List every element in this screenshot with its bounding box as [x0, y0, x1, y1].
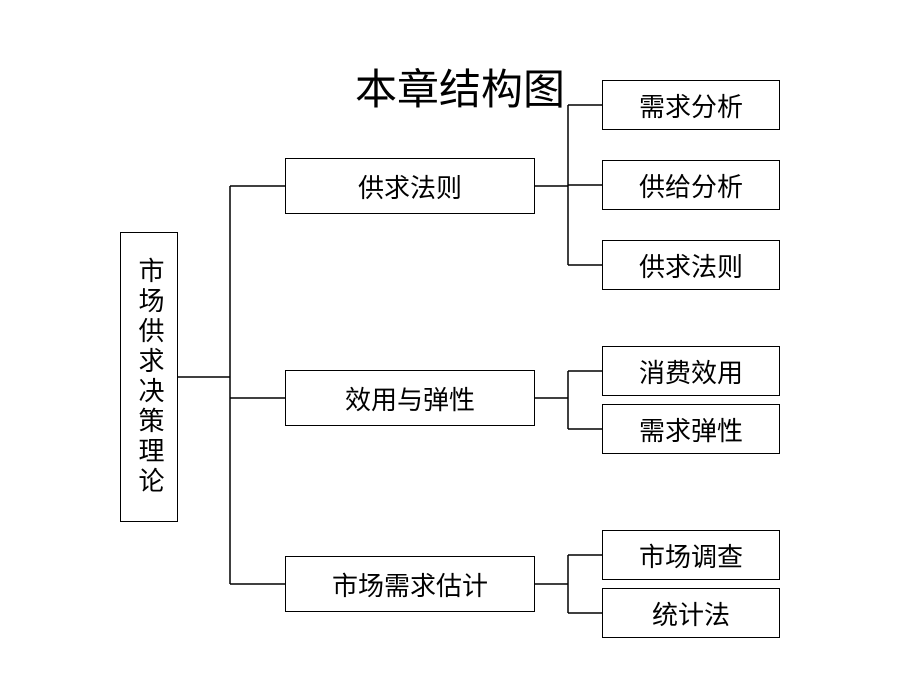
node-root-label: 市场供求决策理论 — [136, 257, 162, 497]
node-leaf11-label: 需求分析 — [639, 87, 743, 124]
node-leaf32: 统计法 — [602, 588, 780, 638]
node-leaf22-label: 需求弹性 — [639, 411, 743, 448]
node-mid1-label: 供求法则 — [358, 168, 462, 205]
node-mid3-label: 市场需求估计 — [332, 566, 488, 603]
node-leaf31: 市场调查 — [602, 530, 780, 580]
node-leaf12: 供给分析 — [602, 160, 780, 210]
node-leaf12-label: 供给分析 — [639, 167, 743, 204]
node-leaf13: 供求法则 — [602, 240, 780, 290]
node-leaf21: 消费效用 — [602, 346, 780, 396]
node-leaf13-label: 供求法则 — [639, 247, 743, 284]
page-title: 本章结构图 — [0, 56, 920, 117]
node-root: 市场供求决策理论 — [120, 232, 178, 522]
node-leaf21-label: 消费效用 — [639, 353, 743, 390]
node-leaf32-label: 统计法 — [652, 595, 730, 632]
node-mid2: 效用与弹性 — [285, 370, 535, 426]
node-mid1: 供求法则 — [285, 158, 535, 214]
node-leaf22: 需求弹性 — [602, 404, 780, 454]
node-mid3: 市场需求估计 — [285, 556, 535, 612]
node-leaf11: 需求分析 — [602, 80, 780, 130]
node-mid2-label: 效用与弹性 — [345, 380, 475, 417]
node-leaf31-label: 市场调查 — [639, 537, 743, 574]
